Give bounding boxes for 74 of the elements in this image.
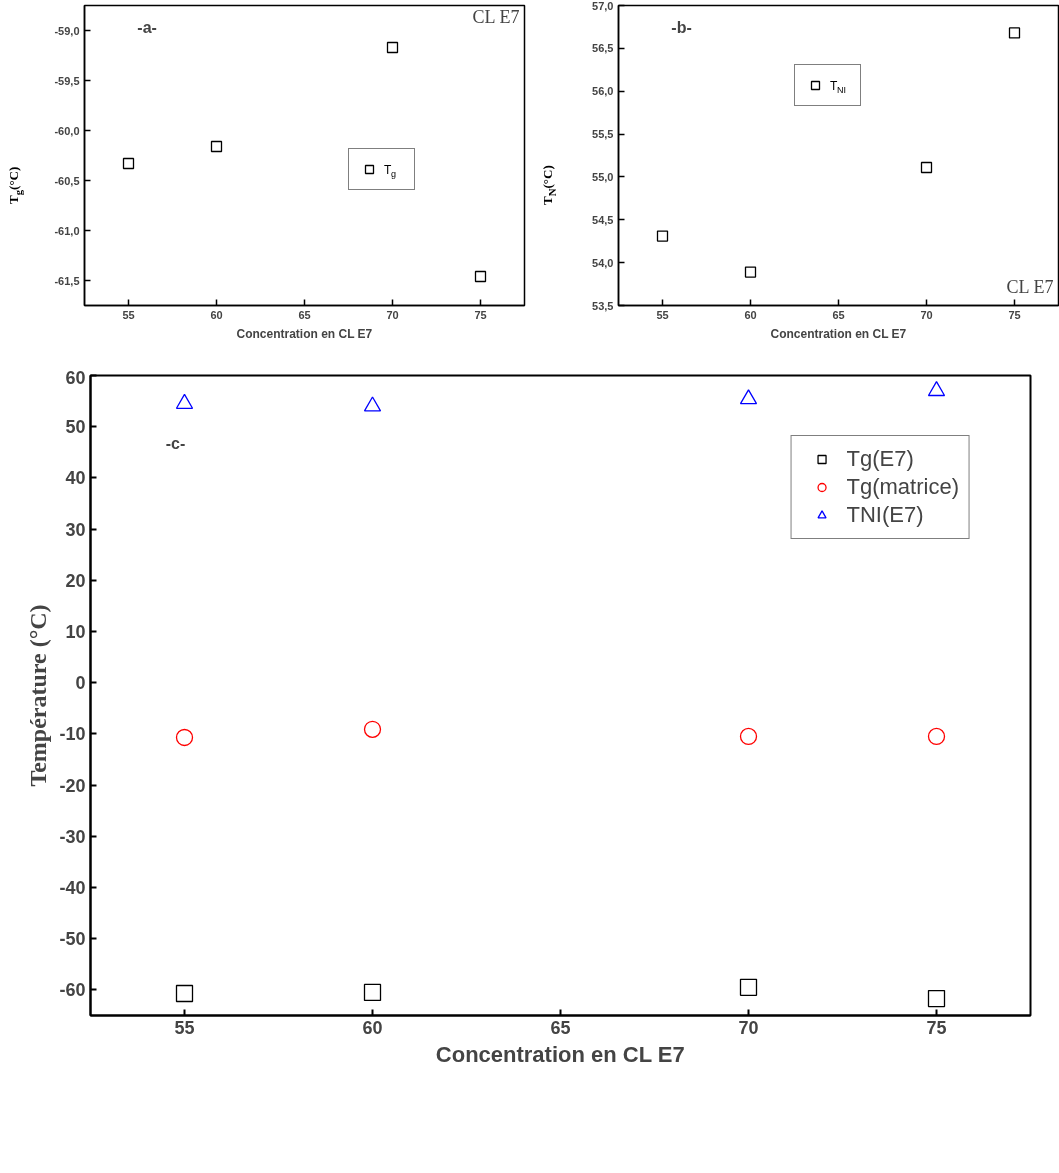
y-tick-label: 56,5	[592, 42, 614, 55]
y-tick-label: 60	[65, 367, 86, 388]
x-tick-label: 70	[920, 308, 933, 321]
point	[175, 728, 194, 747]
x-tick-label: 65	[832, 308, 845, 321]
y-tick-label: 30	[65, 519, 86, 540]
y-tick-label: -59,0	[54, 24, 80, 37]
point	[656, 230, 669, 242]
y-tick-label: -61,5	[54, 274, 80, 287]
y-tick-label: 54,0	[592, 256, 614, 269]
y-tick-label: -59,5	[54, 74, 80, 87]
y-tick-label: 0	[75, 673, 86, 694]
y-tick-label: -10	[59, 724, 86, 745]
x-tick-label: 60	[362, 1017, 383, 1038]
y-axis-title: Température (°C)	[25, 604, 52, 787]
x-tick-label: 75	[474, 308, 487, 321]
point	[927, 727, 946, 746]
point	[363, 720, 382, 738]
y-tick-label: -20	[59, 775, 86, 796]
y-tick-label: 55,5	[592, 128, 614, 141]
point	[386, 41, 399, 54]
x-axis-title: Concentration en CL E7	[435, 1041, 685, 1067]
y-tick-label: -50	[59, 929, 86, 950]
y-tick-label: -60,5	[54, 174, 80, 187]
annotation: -c-	[165, 435, 186, 453]
x-tick-label: 75	[1008, 308, 1021, 321]
y-tick-label: -61,0	[54, 224, 80, 237]
point	[739, 727, 758, 746]
y-tick-label: 53,5	[592, 299, 614, 312]
point	[474, 270, 487, 283]
point	[920, 161, 933, 174]
y-tick-label: -30	[59, 826, 86, 847]
y-tick-label: 20	[65, 570, 86, 591]
y-tick-label: 54,5	[592, 213, 614, 226]
point	[927, 989, 946, 1008]
legend-label: TNI(E7)	[846, 502, 924, 528]
x-axis-title: Concentration en CL E7	[770, 326, 907, 341]
point	[363, 396, 382, 412]
x-tick-label: 55	[656, 308, 669, 321]
x-tick-label: 75	[926, 1017, 947, 1038]
y-tick-label: 55,0	[592, 170, 614, 183]
annotation: -b-	[671, 18, 692, 36]
x-tick-label: 65	[298, 308, 311, 321]
x-tick-label: 55	[122, 308, 135, 321]
annotation: CL E7	[472, 6, 520, 27]
point	[744, 266, 757, 278]
y-tick-label: 40	[65, 468, 86, 489]
point	[739, 978, 758, 996]
y-tick-label: -60,0	[54, 124, 80, 137]
point	[927, 380, 946, 397]
point	[175, 984, 194, 1003]
legend-label: Tg(matrice)	[846, 474, 959, 500]
x-tick-label: 60	[744, 308, 757, 321]
x-tick-label: 70	[386, 308, 399, 321]
point	[175, 393, 194, 409]
x-tick-label: 65	[550, 1017, 571, 1038]
x-tick-label: 70	[738, 1017, 759, 1038]
y-tick-label: 57,0	[592, 0, 614, 12]
x-tick-label: 60	[210, 308, 223, 321]
annotation: CL E7	[1006, 276, 1054, 297]
point	[363, 983, 382, 1002]
annotation: -a-	[137, 18, 157, 36]
x-axis-title: Concentration en CL E7	[236, 326, 373, 341]
y-tick-label: 10	[65, 622, 86, 642]
y-tick-label: -60	[59, 980, 86, 1001]
y-tick-label: 56,0	[592, 85, 614, 98]
legend-label: Tg(E7)	[846, 446, 914, 472]
point	[739, 389, 758, 405]
point	[1008, 27, 1021, 39]
point	[210, 140, 223, 153]
y-tick-label: 50	[65, 417, 86, 438]
x-tick-label: 55	[174, 1017, 195, 1038]
y-tick-label: -40	[59, 878, 86, 898]
point	[122, 157, 135, 170]
